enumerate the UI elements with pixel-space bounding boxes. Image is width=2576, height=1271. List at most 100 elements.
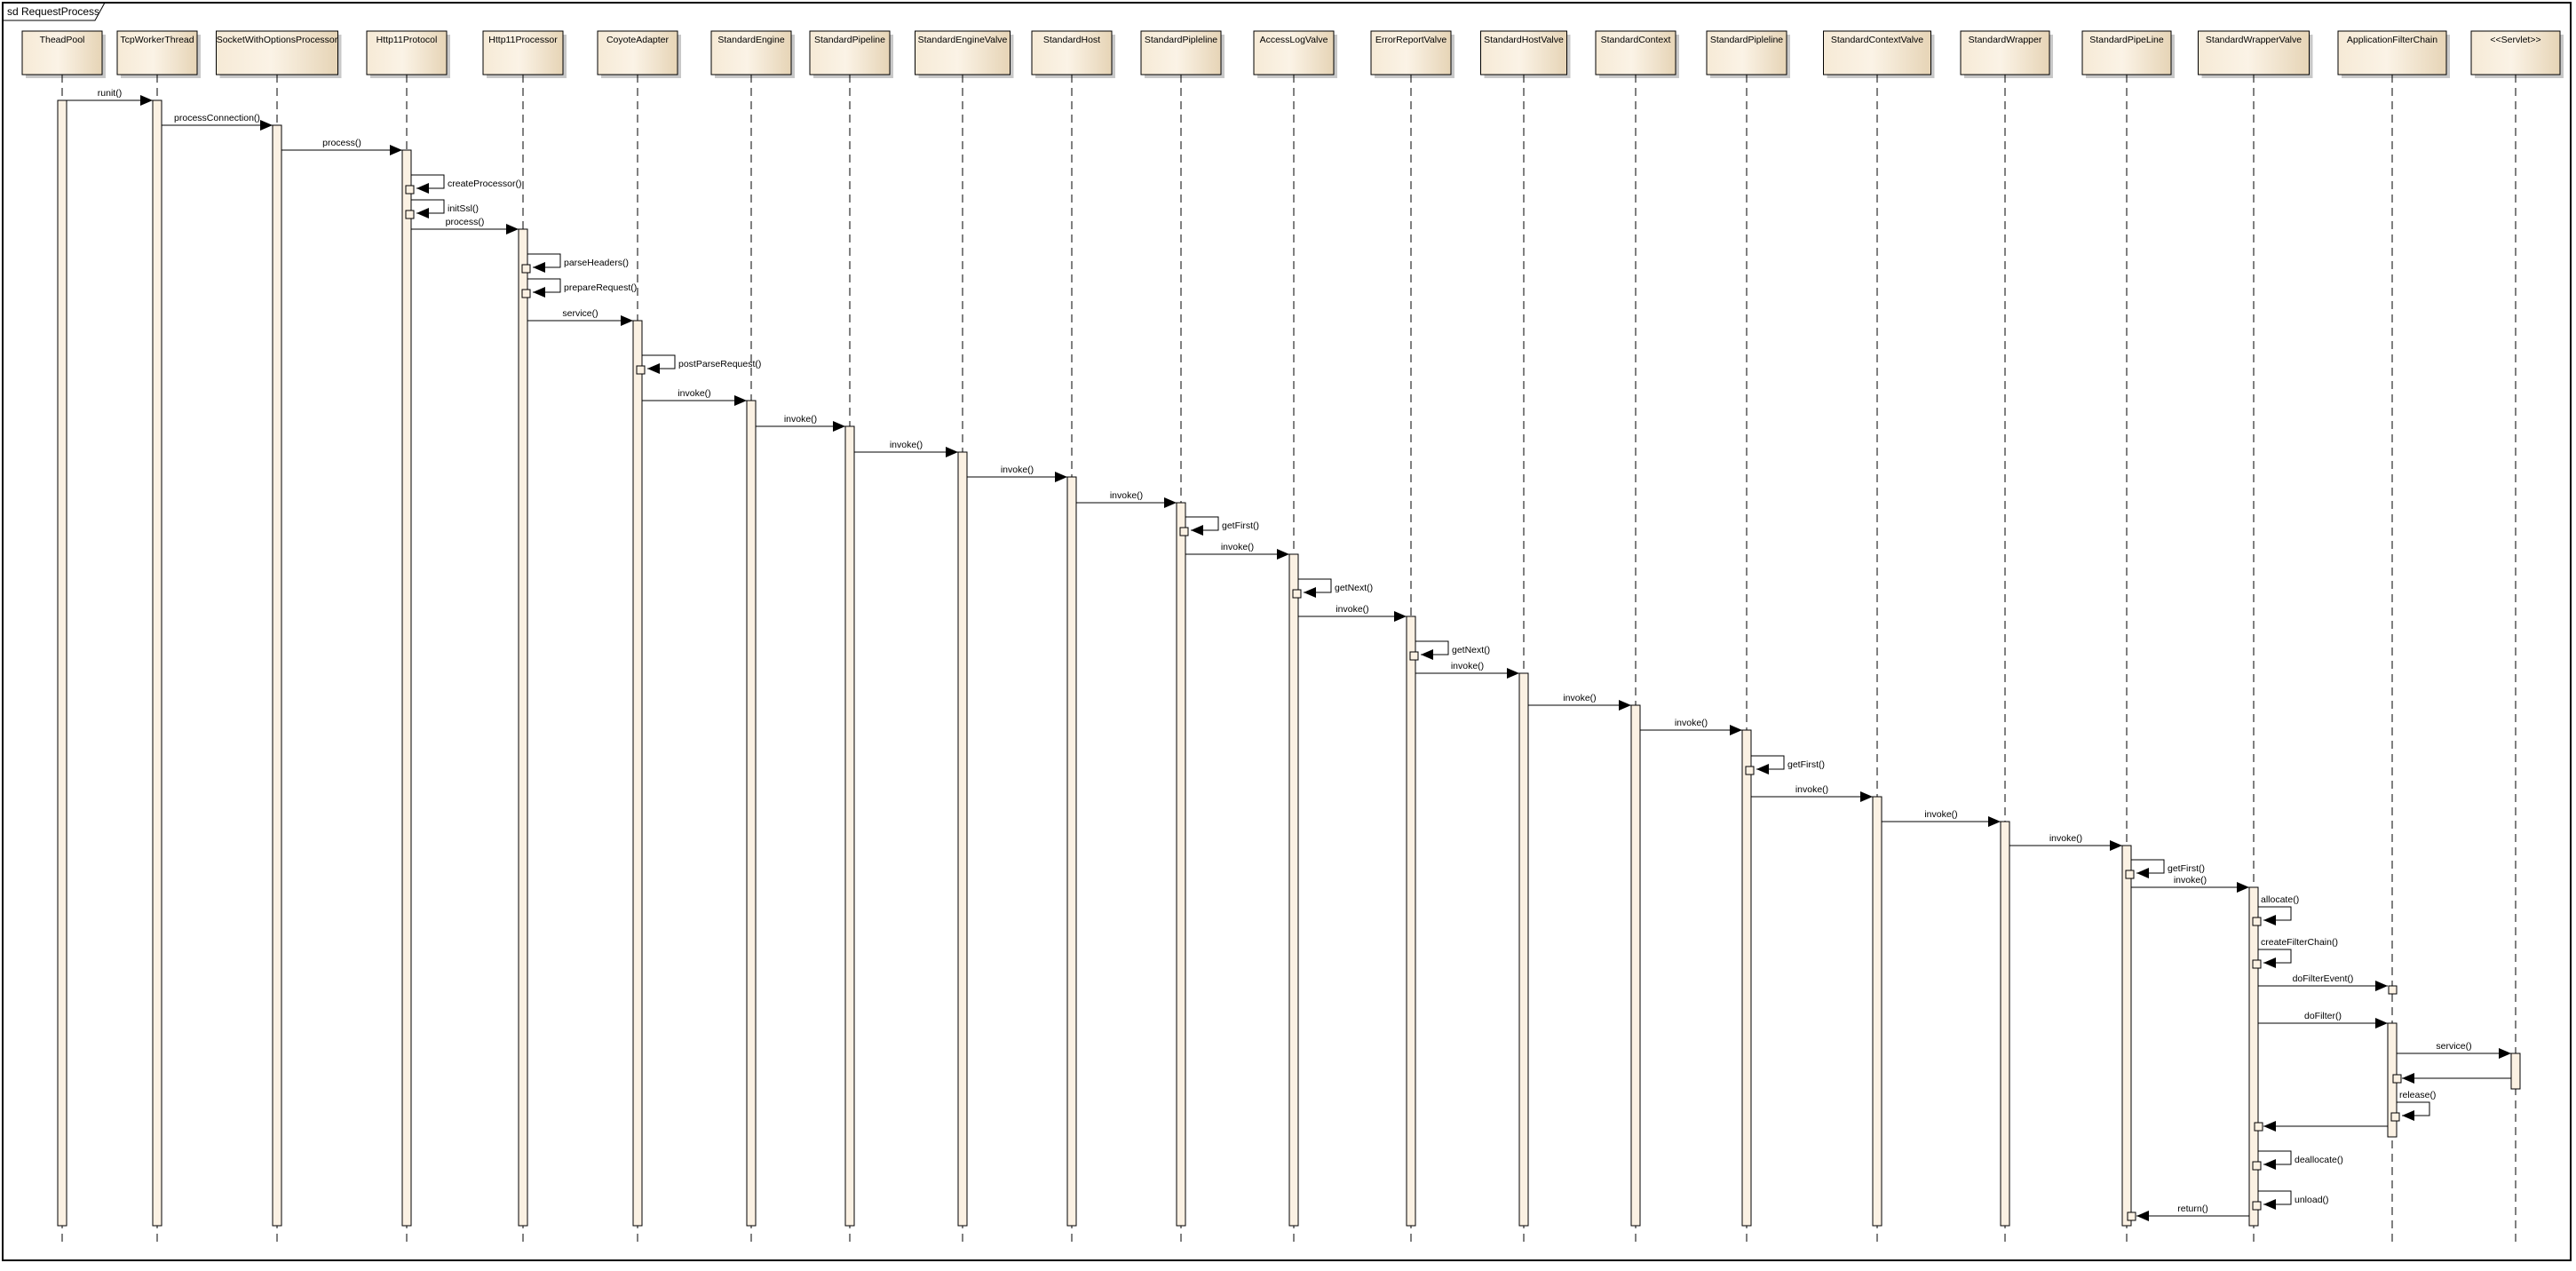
message-label: invoke() [890,440,923,450]
self-message: prepareRequest() [527,278,637,298]
arrowhead-icon [946,447,958,457]
self-call-line [1298,578,1332,593]
activation-bar [518,228,528,1227]
self-message: getFirst() [2131,859,2205,878]
message-label: allocate() [2261,894,2299,905]
lifeline-name: StandardPipleline [1145,35,1217,45]
message: runit() [67,88,153,106]
message-label: service() [2436,1041,2471,1052]
message-label: invoke() [1110,490,1143,501]
lifeline-name: StandardContext [1601,35,1671,45]
message: process() [281,138,402,155]
arrowhead-icon [1164,497,1177,508]
message-label: doFilterEvent() [2293,973,2354,984]
message-label: unload() [2295,1195,2329,1205]
arrowhead-icon [2499,1048,2511,1059]
activation-bar [1066,476,1077,1227]
arrowhead-icon [2263,1199,2276,1210]
lifeline-box [809,30,891,75]
lifeline: <<Servlet>> [2470,30,2564,1242]
message: invoke() [1415,661,1519,679]
self-call-return-box [2125,870,2135,879]
message-label: createFilterChain() [2261,937,2338,948]
message: invoke() [967,465,1067,482]
self-message: parseHeaders() [527,253,629,273]
message-label: invoke() [1795,784,1828,795]
lifeline-name: StandardEngine [717,35,784,45]
message-label: getFirst() [1222,520,1259,531]
arrowhead-icon [1988,816,2001,827]
lifeline-box [2198,30,2310,75]
message: invoke() [1751,784,1873,802]
lifeline-name: StandardPipeLine [2089,35,2164,45]
activation-bar [844,425,855,1227]
lifeline-box [1706,30,1787,75]
message-label: prepareRequest() [564,282,637,293]
message-label: invoke() [2174,875,2207,886]
activations [57,99,2521,1227]
lifeline-box [710,30,792,75]
self-call-return-box [405,210,415,219]
message: invoke() [1298,604,1407,622]
message: invoke() [1185,542,1289,560]
lifeline: AccessLogValve [1253,30,1337,1242]
arrowhead-icon [2136,1211,2149,1221]
lifeline: StandardEngine [710,30,795,1242]
return-box [2392,1074,2402,1084]
message-label: parseHeaders() [564,258,629,268]
message-label: process() [446,217,485,227]
self-call-return-box [1745,766,1755,775]
self-call-return-box [1179,527,1189,536]
lifeline-name: <<Servlet>> [2490,35,2540,45]
arrowhead-icon [2375,981,2388,991]
lifeline-box [2337,30,2447,75]
activation-bar [401,149,412,1227]
arrowhead-icon [1619,700,1631,711]
lifeline-box [1823,30,1931,75]
return-box [2127,1211,2136,1221]
lifeline-box [2470,30,2561,75]
lifeline-box [597,30,678,75]
activation-bar [1872,796,1882,1227]
self-call-line [2258,1150,2292,1165]
lifeline-name: StandardWrapperValve [2206,35,2302,45]
lifeline-box [1140,30,1222,75]
activation-bar [1406,616,1416,1227]
self-call-return-box [521,264,531,274]
self-call-line [2397,1101,2430,1116]
message-label: invoke() [784,414,817,425]
arrowhead-icon [1394,611,1407,622]
message-label: postParseRequest() [678,359,761,369]
lifeline: ApplicationFilterChain [2337,30,2450,1242]
self-call-return-box [2390,1112,2400,1122]
message: invoke() [1076,490,1177,508]
message-label: invoke() [1336,604,1368,615]
message-label: createProcessor() [448,179,521,189]
lifeline-name: ErrorReportValve [1375,35,1447,45]
self-message: createFilterChain() [2258,937,2338,968]
activation-bar [2248,886,2259,1227]
lifeline-name: CoyoteAdapter [606,35,670,45]
lifeline-box [1031,30,1113,75]
activation-bar [2121,845,2132,1227]
self-call-line [2258,949,2292,964]
message-label: service() [562,308,598,319]
message: invoke() [2009,833,2122,851]
message-label: deallocate() [2295,1155,2343,1165]
lifeline-name: StandardPipeline [814,35,885,45]
self-call-line [1185,516,1219,531]
activation-bar [152,99,162,1227]
lifeline-name: TheadPool [40,35,85,45]
message: invoke() [756,414,845,432]
message-label: getNext() [1452,645,1490,655]
lifelines: TheadPool TcpWorkerThread SocketWithOption… [21,30,2564,1242]
message-label: invoke() [1221,542,1254,552]
arrowhead-icon [2136,868,2149,878]
arrowhead-icon [390,145,402,155]
self-message: postParseRequest() [642,354,761,374]
message-label: invoke() [1451,661,1484,671]
self-call-return-box [405,185,415,195]
message-label: doFilter() [2304,1011,2342,1021]
self-call-line [2258,1190,2292,1205]
message: invoke() [854,440,958,457]
